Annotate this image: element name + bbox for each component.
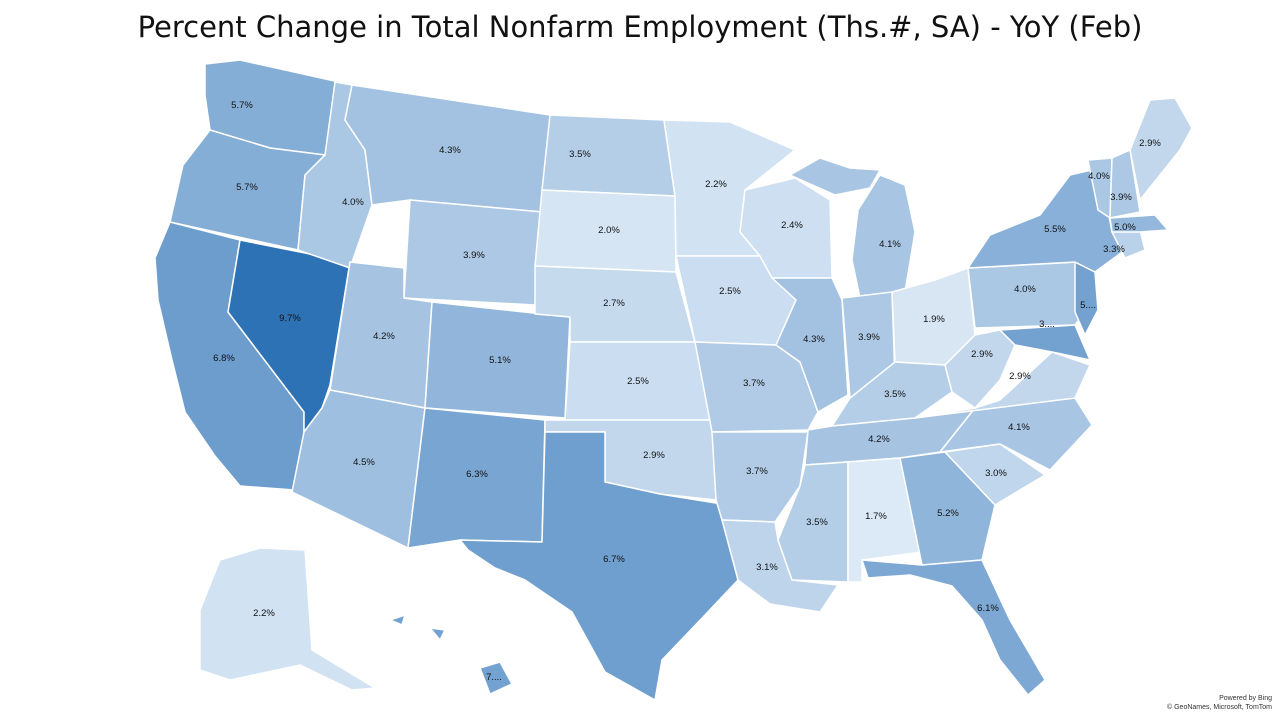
map-attribution: Powered by Bing © GeoNames, Microsoft, T… — [1167, 694, 1272, 712]
state-label-nv: 9.7% — [279, 313, 301, 324]
state-label-ms: 3.5% — [806, 517, 828, 528]
state-label-oh: 1.9% — [923, 314, 945, 325]
state-label-ky: 3.5% — [884, 389, 906, 400]
state-label-ks: 2.5% — [627, 376, 649, 387]
state-wv[interactable] — [944, 329, 1016, 409]
state-tx[interactable] — [459, 431, 739, 701]
state-label-ne: 2.7% — [603, 298, 625, 309]
state-pa[interactable] — [967, 261, 1086, 329]
state-label-ak: 2.2% — [253, 608, 275, 619]
state-label-sd: 2.0% — [598, 225, 620, 236]
state-label-nj: 5.... — [1080, 300, 1096, 311]
state-label-ok: 2.9% — [643, 450, 665, 461]
state-label-mt: 4.3% — [439, 145, 461, 156]
state-label-md: 3.... — [1039, 319, 1055, 330]
state-mi[interactable] — [851, 174, 916, 299]
state-label-sc: 3.0% — [985, 468, 1007, 479]
attribution-sources: © GeoNames, Microsoft, TomTom — [1167, 704, 1272, 711]
state-ma[interactable] — [1109, 214, 1169, 233]
state-hi[interactable] — [389, 614, 513, 695]
state-label-nc: 4.1% — [1008, 422, 1030, 433]
state-label-in: 3.9% — [858, 332, 880, 343]
state-label-nh: 3.9% — [1110, 192, 1132, 203]
state-label-ut: 4.2% — [373, 331, 395, 342]
state-label-vt: 4.0% — [1088, 171, 1110, 182]
state-label-wa: 5.7% — [231, 100, 253, 111]
state-label-co: 5.1% — [489, 355, 511, 366]
state-label-or: 5.7% — [236, 182, 258, 193]
state-nd[interactable] — [541, 114, 676, 197]
state-label-la: 3.1% — [756, 562, 778, 573]
state-il[interactable] — [771, 277, 849, 413]
state-label-az: 4.5% — [353, 457, 375, 468]
state-label-ca: 6.8% — [213, 353, 235, 364]
state-label-mn: 2.2% — [705, 179, 727, 190]
state-label-ma: 5.0% — [1114, 222, 1136, 233]
state-nh[interactable] — [1109, 149, 1141, 219]
state-fl[interactable] — [861, 559, 1046, 696]
state-ak[interactable] — [199, 547, 376, 691]
state-label-wv: 2.9% — [971, 349, 993, 360]
state-label-ia: 2.5% — [719, 286, 741, 297]
state-label-me: 2.9% — [1139, 138, 1161, 149]
state-label-pa: 4.0% — [1014, 284, 1036, 295]
state-label-hi: 7.... — [486, 672, 502, 683]
state-label-nm: 6.3% — [466, 469, 488, 480]
state-label-ar: 3.7% — [746, 466, 768, 477]
state-nj[interactable] — [1074, 261, 1099, 336]
state-label-ct: 3.3% — [1103, 244, 1125, 255]
state-me[interactable] — [1129, 97, 1193, 201]
state-label-ga: 5.2% — [937, 508, 959, 519]
state-label-ny: 5.5% — [1044, 224, 1066, 235]
state-label-il: 4.3% — [803, 334, 825, 345]
map-title: Percent Change in Total Nonfarm Employme… — [137, 10, 1143, 44]
state-label-tx: 6.7% — [603, 554, 625, 565]
state-label-nd: 3.5% — [569, 149, 591, 160]
state-label-mo: 3.7% — [743, 378, 765, 389]
state-mi-upper[interactable] — [789, 157, 881, 196]
state-label-id: 4.0% — [342, 197, 364, 208]
state-md[interactable] — [999, 324, 1091, 361]
attribution-powered-by: Powered by Bing — [1219, 695, 1272, 702]
state-label-tn: 4.2% — [868, 434, 890, 445]
state-label-al: 1.7% — [865, 511, 887, 522]
state-label-va: 2.9% — [1009, 371, 1031, 382]
state-la[interactable] — [721, 519, 839, 613]
state-label-wi: 2.4% — [781, 220, 803, 231]
state-label-fl: 6.1% — [977, 603, 999, 614]
state-label-mi: 4.1% — [879, 239, 901, 250]
state-label-wy: 3.9% — [463, 250, 485, 261]
